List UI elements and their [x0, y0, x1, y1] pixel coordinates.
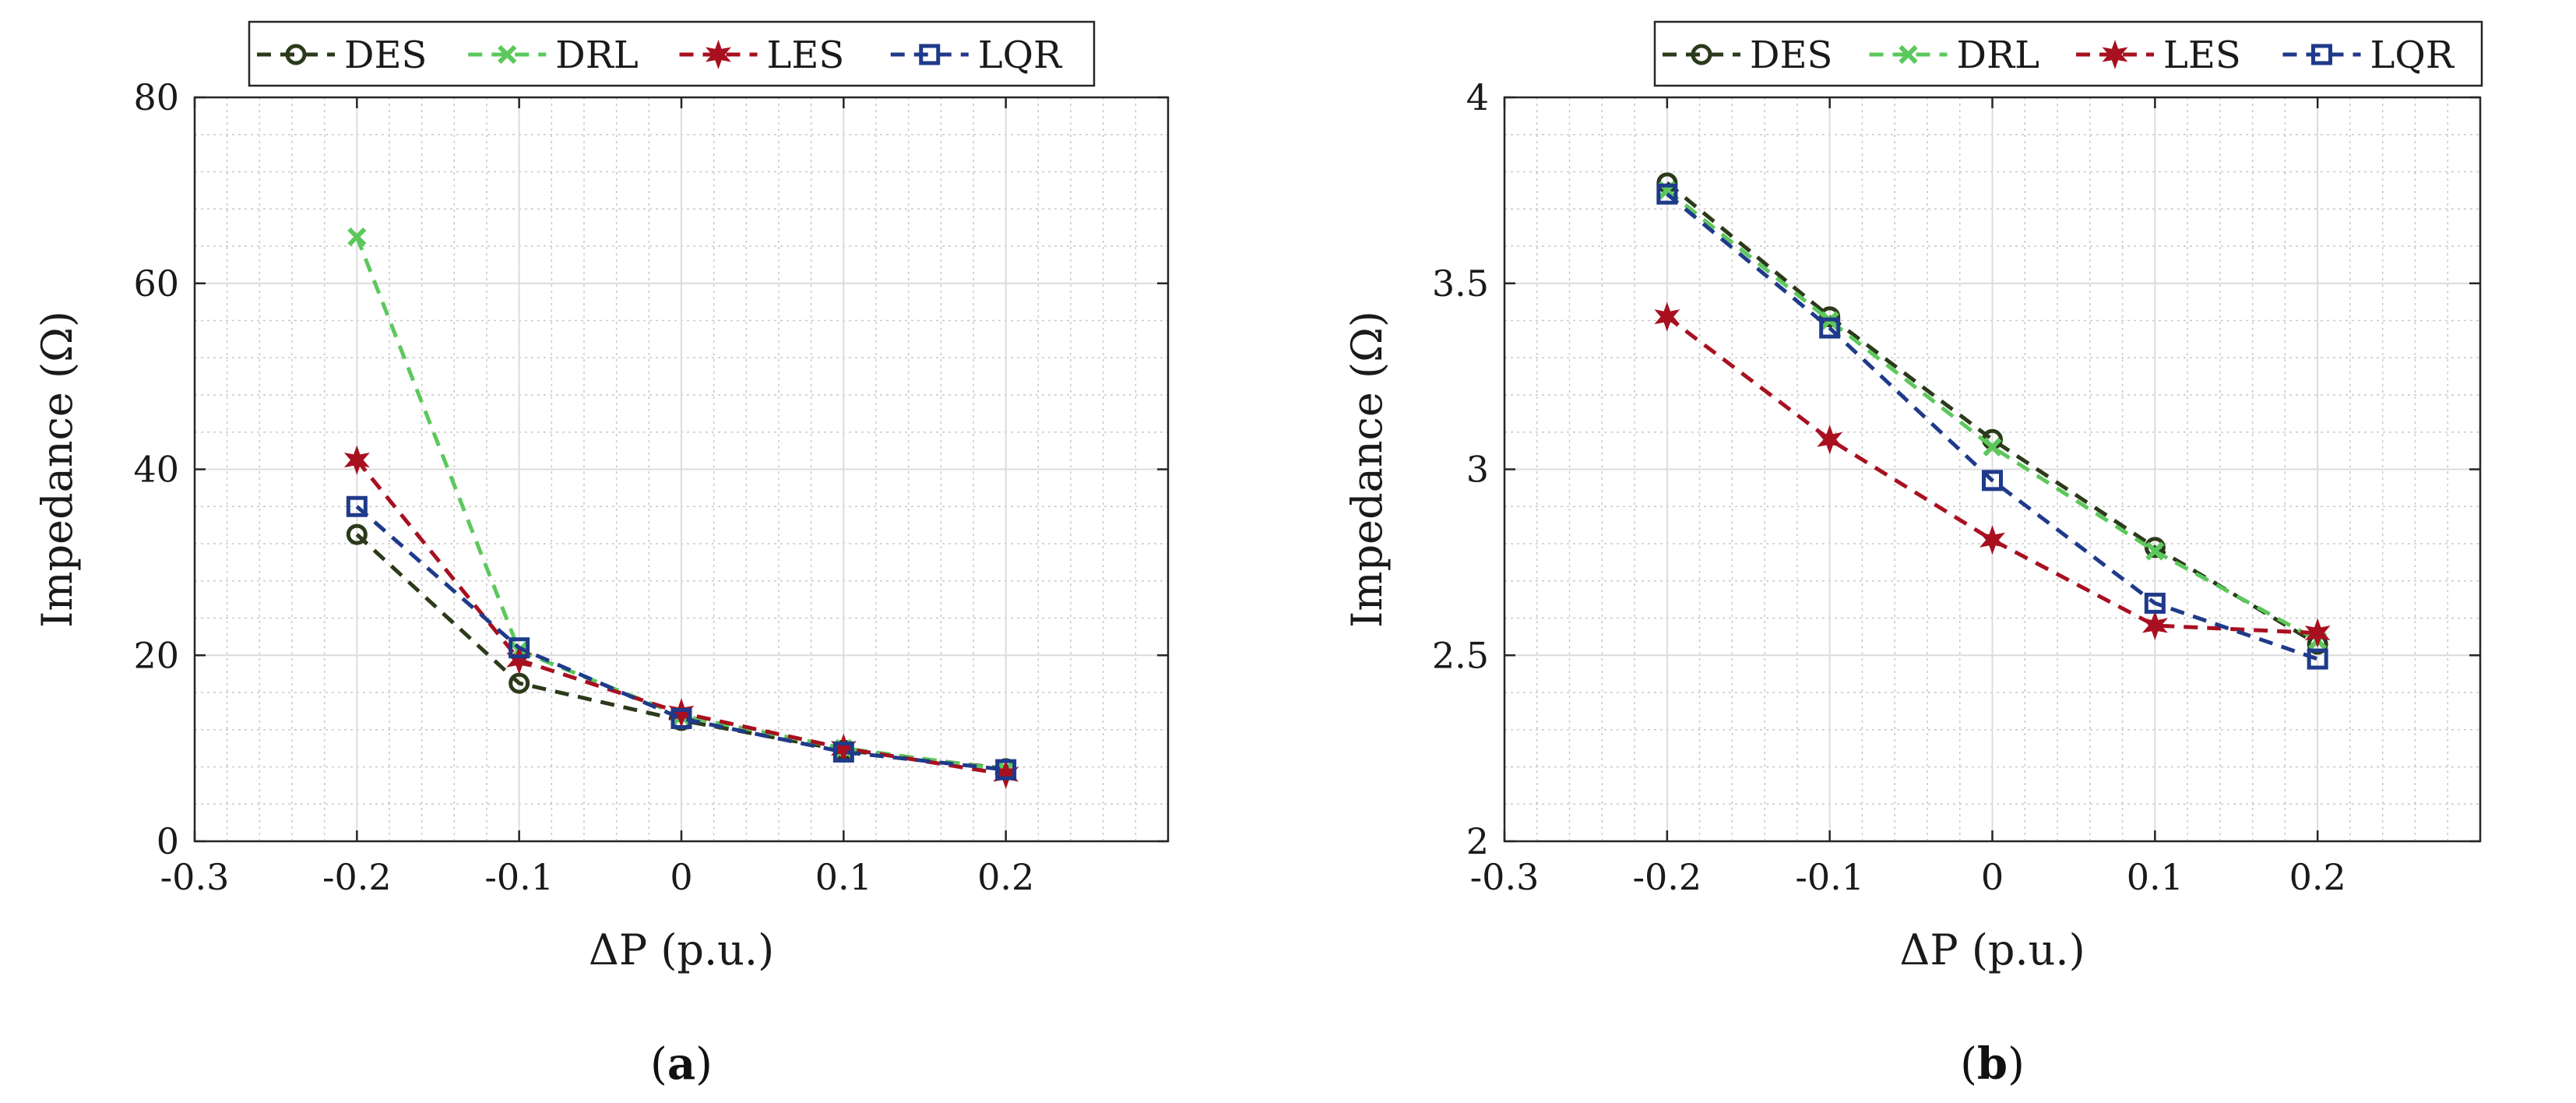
series-line-lqr: [1666, 192, 2319, 661]
data-point-les: [506, 645, 533, 675]
y-axis-label: Impedance (Ω): [33, 311, 82, 628]
x-tick-label: -0.3: [1470, 856, 1540, 898]
legend-marker-lqr: [2311, 44, 2332, 65]
data-point-des: [1819, 306, 1841, 328]
data-point-lqr: [670, 707, 692, 729]
x-tick-label: -0.2: [1632, 856, 1701, 898]
data-point-les: [2304, 618, 2331, 648]
series-line-lqr: [355, 505, 1006, 772]
legend-marker-lqr: [919, 44, 941, 65]
x-tick-label: 0: [670, 856, 692, 898]
legend: DES DRL LES LQR: [248, 20, 1096, 87]
data-point-drl: [1983, 437, 2002, 456]
series-line-des: [1666, 181, 2319, 647]
data-point-drl: [347, 227, 367, 247]
series-lqr: [346, 495, 1017, 781]
y-tick-label: 3.5: [1432, 263, 1489, 305]
legend-label-des: DES: [1750, 33, 1832, 77]
data-point-lqr: [509, 637, 530, 659]
legend-label-les: LES: [2163, 33, 2241, 77]
y-tick-label: 2.5: [1432, 634, 1489, 676]
data-point-lqr: [1819, 317, 1841, 339]
x-tick-label: 0.1: [2127, 856, 2184, 898]
legend-label-les: LES: [767, 33, 845, 77]
series-line-les: [1666, 315, 2318, 636]
legend-label-drl: DRL: [555, 33, 639, 77]
x-tick-label: -0.1: [1795, 856, 1864, 898]
panel-caption: (b): [1960, 1038, 2025, 1090]
panel-caption: (a): [650, 1038, 713, 1090]
y-tick-label: 40: [133, 449, 179, 491]
y-tick-label: 0: [157, 820, 179, 862]
legend-label-lqr: LQR: [978, 33, 1063, 77]
data-point-des: [2144, 537, 2166, 559]
y-tick-label: 4: [1466, 76, 1489, 118]
series-les: [1654, 301, 2331, 648]
y-axis-label: Impedance (Ω): [1343, 311, 1392, 628]
x-axis-label: ΔP (p.u.): [1899, 925, 2085, 974]
data-point-lqr: [1656, 183, 1678, 205]
x-tick-label: 0.2: [977, 856, 1034, 898]
data-point-lqr: [2307, 648, 2328, 670]
x-tick-label: 0: [1981, 856, 2004, 898]
data-point-drl: [2145, 541, 2165, 561]
legend-box: [1653, 20, 2483, 87]
y-tick-label: 3: [1466, 449, 1489, 491]
legend-marker-des: [285, 44, 307, 65]
legend-marker-des: [1691, 44, 1712, 65]
legend-marker-drl: [498, 44, 517, 65]
data-point-lqr: [346, 495, 368, 517]
data-point-les: [2141, 610, 2168, 641]
legend-marker-les: [2102, 39, 2128, 70]
legend-label-drl: DRL: [1957, 33, 2040, 77]
x-tick-label: -0.2: [322, 856, 392, 898]
y-tick-label: 60: [133, 263, 179, 305]
y-tick-label: 80: [133, 76, 179, 118]
legend-label-des: DES: [344, 33, 427, 77]
series-les: [343, 445, 1019, 790]
chart-panel-a: -0.3 -0.2 -0.1 0 0.1 0.2 0 20 40 60 80 ΔP (p.u.) Imp…: [33, 20, 1170, 1090]
data-point-les: [1979, 525, 2006, 555]
data-point-les: [1817, 425, 1843, 455]
data-point-lqr: [995, 759, 1017, 781]
data-point-les: [1654, 301, 1680, 332]
data-point-lqr: [1982, 470, 2003, 492]
legend-label-lqr: LQR: [2370, 33, 2455, 77]
x-tick-label: -0.3: [160, 856, 230, 898]
x-tick-label: 0.2: [2289, 856, 2346, 898]
legend-marker-drl: [1899, 44, 1918, 65]
y-tick-label: 2: [1466, 820, 1489, 862]
legend: DES DRL LES LQR: [1653, 20, 2483, 87]
series-lqr: [1656, 183, 2328, 670]
x-axis-label: ΔP (p.u.): [589, 925, 774, 974]
data-point-lqr: [832, 741, 854, 763]
data-point-lqr: [2144, 592, 2166, 614]
data-point-les: [343, 445, 370, 475]
chart-panel-b: -0.3 -0.2 -0.1 0 0.1 0.2 2 2.5 3 3.5 4 ΔP (p.u.) Imp…: [1343, 20, 2483, 1090]
x-tick-label: 0.1: [815, 856, 872, 898]
data-point-des: [346, 523, 368, 545]
legend-marker-les: [705, 39, 732, 70]
legend-box: [248, 20, 1096, 87]
y-tick-label: 20: [133, 634, 179, 676]
x-tick-label: -0.1: [484, 856, 554, 898]
